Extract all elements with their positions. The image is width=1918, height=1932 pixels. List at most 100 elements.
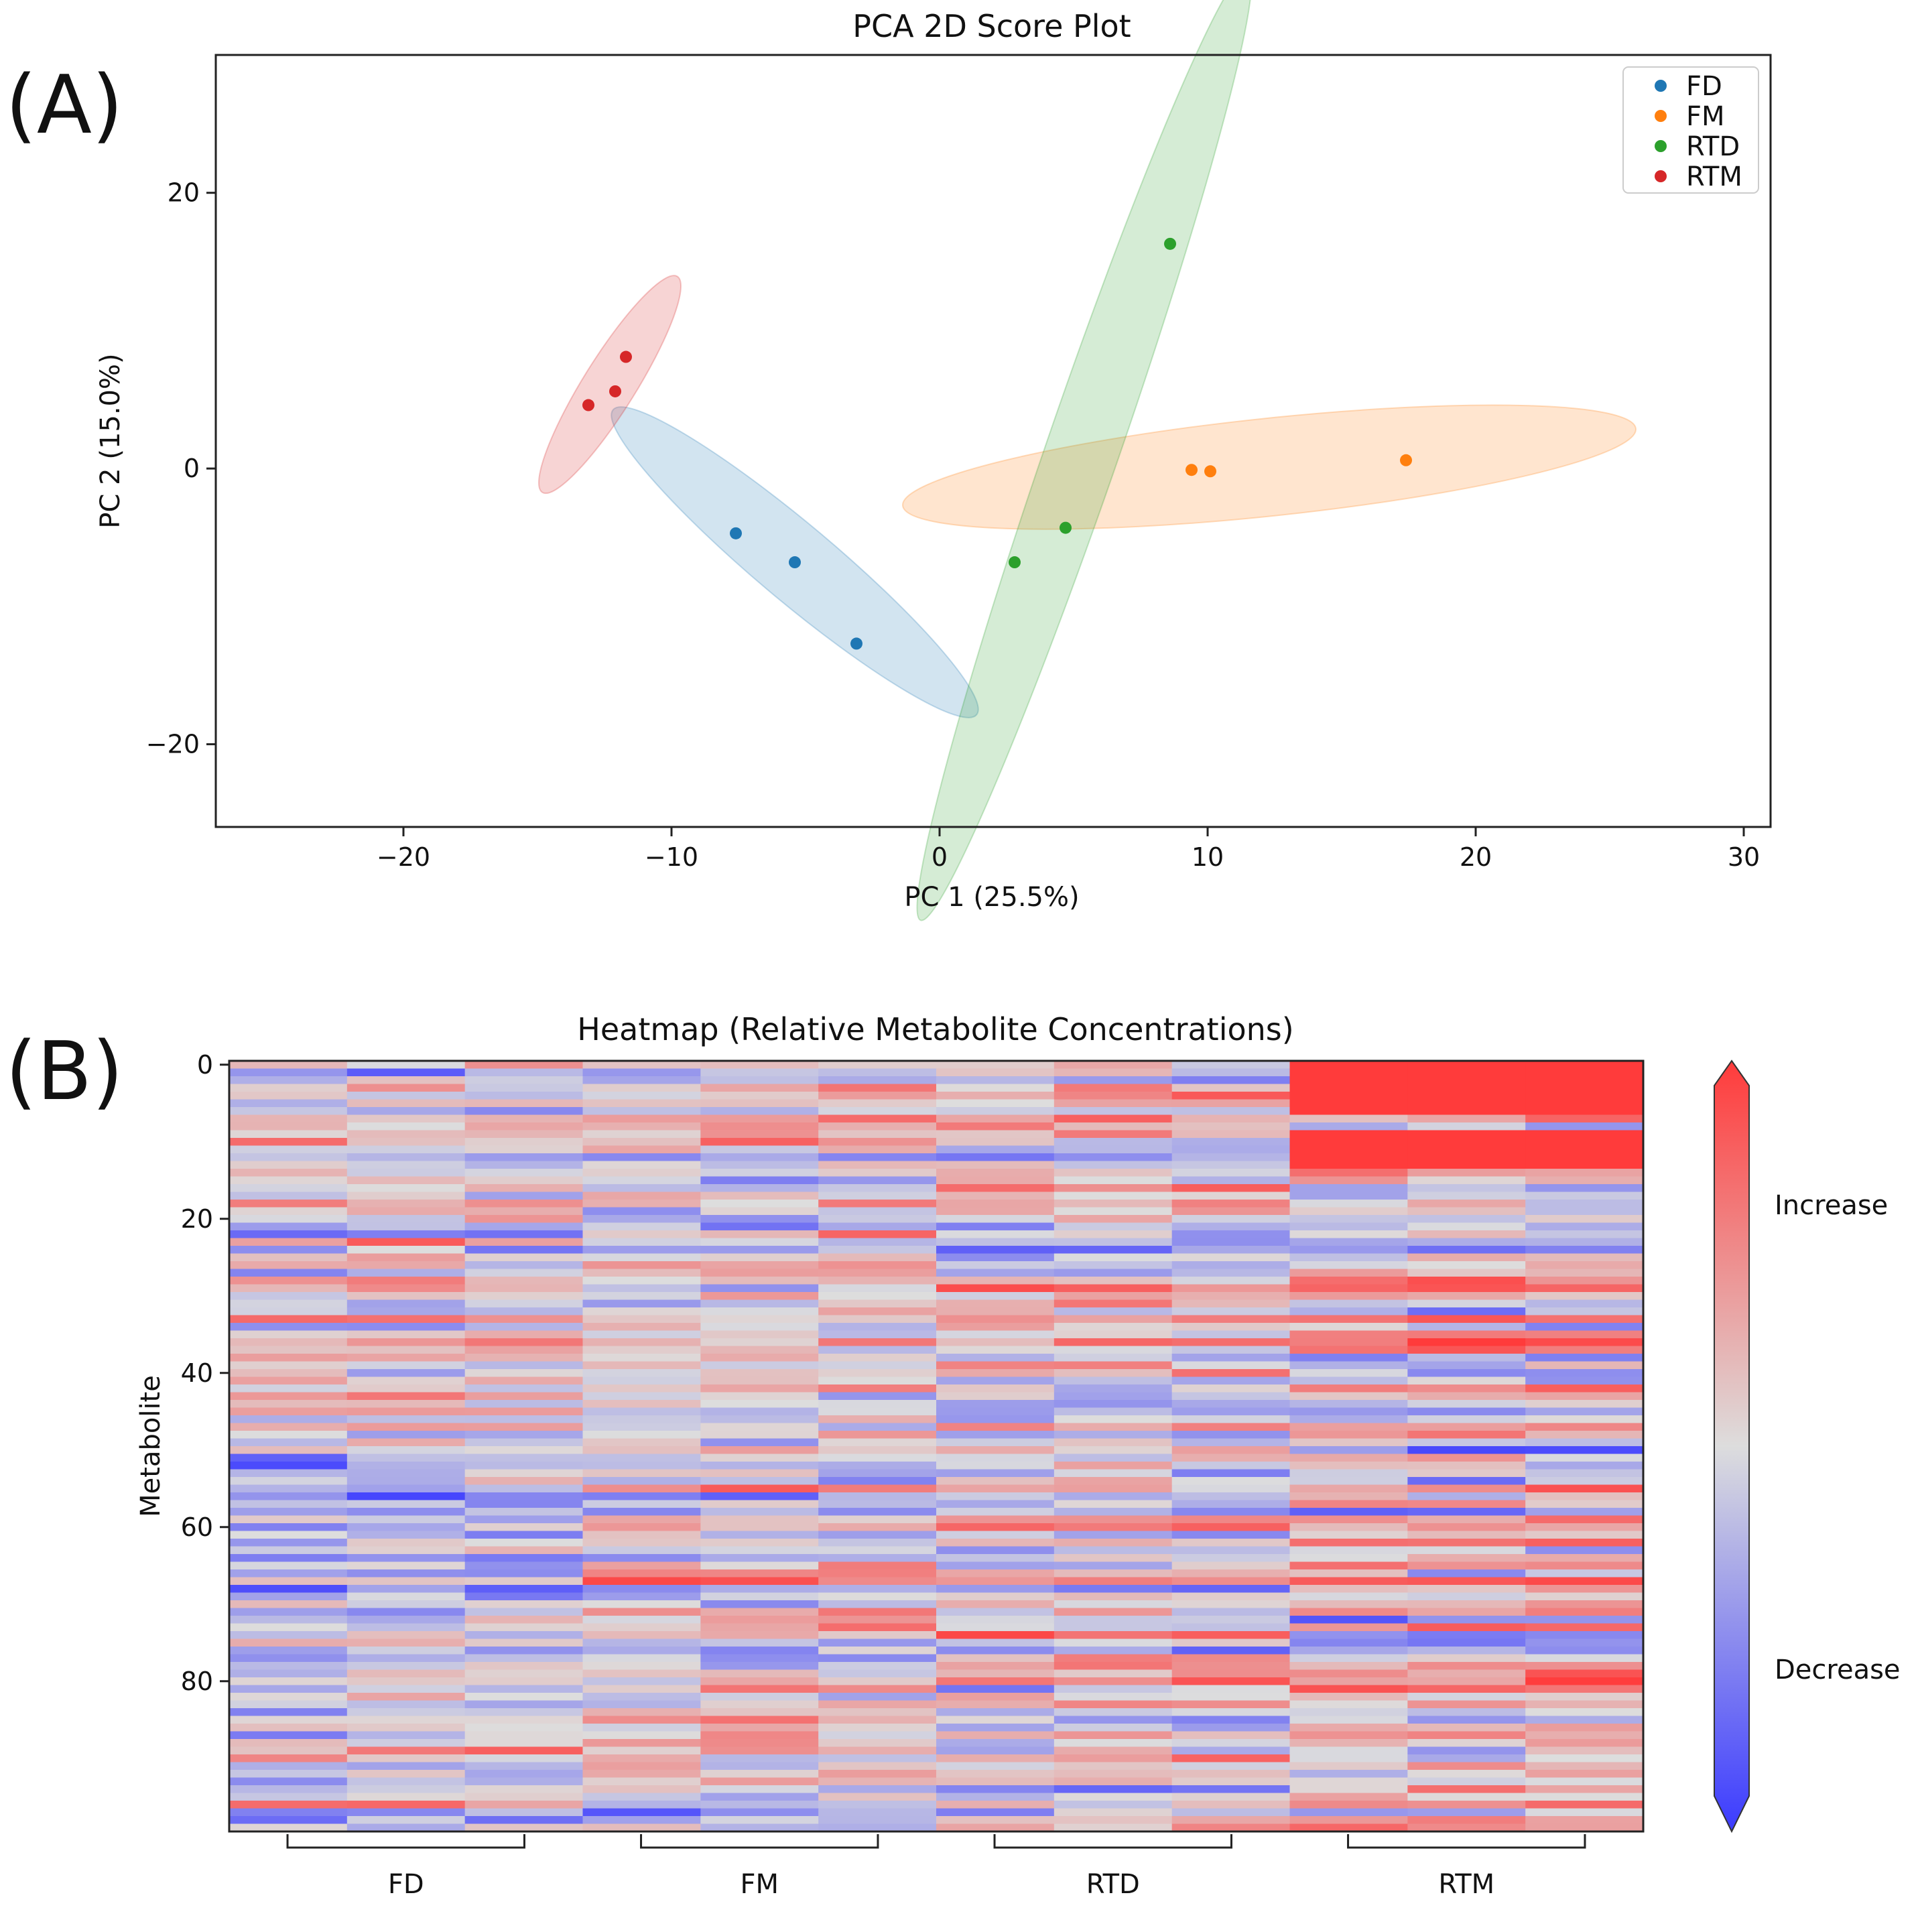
heatmap-cell <box>229 1484 348 1493</box>
heatmap-cell <box>1407 1662 1526 1671</box>
heatmap-cell <box>1053 1577 1173 1586</box>
heatmap-cell <box>1289 1531 1408 1539</box>
heatmap-cell <box>1053 1777 1173 1786</box>
heatmap-cell <box>582 1484 701 1493</box>
heatmap-cell <box>582 1785 701 1794</box>
heatmap-cell <box>1289 1346 1408 1354</box>
heatmap-cell <box>464 1423 584 1431</box>
heatmap-cell <box>1289 1638 1408 1647</box>
heatmap-cell <box>346 1407 466 1416</box>
heatmap-cell <box>1289 1816 1408 1825</box>
heatmap-cell <box>1407 1068 1526 1077</box>
heatmap-cell <box>464 1531 584 1539</box>
heatmap-cell <box>936 1693 1055 1701</box>
heatmap-cell <box>1289 1454 1408 1462</box>
heatmap-cell <box>1171 1631 1291 1640</box>
heatmap-cell <box>1053 1554 1173 1563</box>
heatmap-cell <box>582 1076 701 1085</box>
heatmap-cell <box>464 1114 584 1123</box>
heatmap-cell <box>1525 1531 1644 1539</box>
heatmap-cell <box>464 1269 584 1277</box>
heatmap-cell <box>818 1623 937 1632</box>
heatmap-cell <box>1289 1462 1408 1470</box>
heatmap-cell <box>229 1130 348 1139</box>
heatmap-cell <box>229 1685 348 1693</box>
heatmap-cell <box>1171 1061 1291 1070</box>
pca-x-ticks: −20 −10 0 10 20 30 <box>377 827 1760 872</box>
heatmap-cell <box>1053 1446 1173 1455</box>
heatmap-cell <box>936 1207 1055 1216</box>
heatmap-cell <box>1053 1145 1173 1154</box>
heatmap-cell <box>464 1130 584 1139</box>
heatmap-cell <box>1525 1130 1644 1139</box>
heatmap-cell <box>229 1600 348 1609</box>
heatmap-cell <box>1525 1638 1644 1647</box>
heatmap-cell <box>1525 1608 1644 1616</box>
heatmap-cell <box>1407 1631 1526 1640</box>
heatmap-cell <box>1407 1731 1526 1740</box>
heatmap-cell <box>936 1376 1055 1385</box>
heatmap-cell <box>1171 1515 1291 1524</box>
heatmap-cell <box>346 1138 466 1147</box>
heatmap-cell <box>464 1823 584 1832</box>
heatmap-cell <box>818 1369 937 1378</box>
heatmap-cell <box>1525 1145 1644 1154</box>
heatmap-cell <box>464 1292 584 1301</box>
heatmap-cell <box>1525 1238 1644 1246</box>
heatmap-cell <box>582 1438 701 1447</box>
heatmap-cell <box>700 1515 819 1524</box>
heatmap-cell <box>346 1654 466 1663</box>
heatmap-cell <box>700 1107 819 1116</box>
heatmap-cell <box>1407 1539 1526 1547</box>
heatmap-cell <box>1525 1554 1644 1563</box>
heatmap-cell <box>936 1592 1055 1601</box>
heatmap-cell <box>936 1608 1055 1616</box>
heatmap-cell <box>818 1400 937 1409</box>
heatmap-cell <box>1289 1369 1408 1378</box>
heatmap-cell <box>346 1539 466 1547</box>
heatmap-cell <box>1171 1724 1291 1732</box>
heatmap-cell <box>700 1161 819 1169</box>
heatmap-cell <box>582 1153 701 1162</box>
heatmap-cell <box>582 1315 701 1324</box>
heatmap-cell <box>346 1307 466 1316</box>
heatmap-cell <box>1407 1446 1526 1455</box>
heatmap-cell <box>1053 1407 1173 1416</box>
heatmap-cell <box>1171 1346 1291 1354</box>
heatmap-cell <box>582 1092 701 1100</box>
heatmap-cell <box>582 1623 701 1632</box>
legend-marker-fm <box>1655 110 1667 122</box>
heatmap-cell <box>818 1130 937 1139</box>
heatmap-cell <box>346 1299 466 1308</box>
heatmap-cell <box>1407 1638 1526 1647</box>
heatmap-cell <box>229 1592 348 1601</box>
heatmap-cell <box>582 1330 701 1339</box>
heatmap-cell <box>700 1808 819 1817</box>
heatmap-cell <box>582 1107 701 1116</box>
heatmap-cell <box>936 1546 1055 1555</box>
heatmap-cell <box>1289 1746 1408 1755</box>
heatmap-cell <box>1289 1592 1408 1601</box>
heatmap-cell <box>700 1685 819 1693</box>
heatmap-cell <box>346 1469 466 1478</box>
heatmap-cell <box>346 1122 466 1131</box>
heatmap-cell <box>346 1685 466 1693</box>
heatmap-cell <box>1171 1546 1291 1555</box>
heatmap-cell <box>1289 1508 1408 1517</box>
heatmap-cell <box>1053 1762 1173 1770</box>
heatmap-cell <box>818 1323 937 1332</box>
heatmap-cell <box>582 1554 701 1563</box>
heatmap-cell <box>1289 1253 1408 1262</box>
heatmap-cell <box>229 1415 348 1424</box>
heatmap-cell <box>1407 1261 1526 1270</box>
heatmap-cell <box>818 1068 937 1077</box>
heatmap-cell <box>1407 1531 1526 1539</box>
heatmap-y-axis-label: Metabolite <box>135 1375 166 1517</box>
heatmap-y-ticks: 0 20 40 60 80 <box>181 1050 229 1696</box>
heatmap-cell <box>464 1068 584 1077</box>
heatmap-cell <box>229 1277 348 1285</box>
heatmap-cell <box>1289 1685 1408 1693</box>
heatmap-cell <box>1171 1114 1291 1123</box>
heatmap-cell <box>1053 1685 1173 1693</box>
heatmap-cell <box>582 1161 701 1169</box>
